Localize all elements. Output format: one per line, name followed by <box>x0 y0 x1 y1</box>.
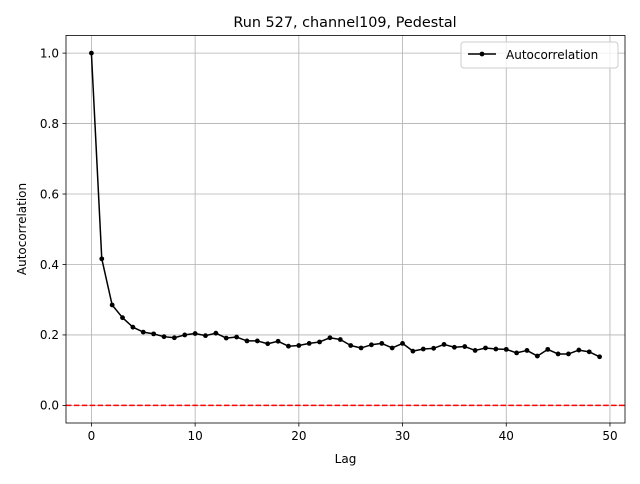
y-tick-label: 0.8 <box>40 117 59 131</box>
data-point <box>171 335 177 341</box>
x-tick-label: 20 <box>291 429 306 443</box>
x-tick-label: 10 <box>187 429 202 443</box>
x-axis-label: Lag <box>335 452 357 466</box>
data-point <box>89 50 94 56</box>
grid-layer <box>66 35 625 423</box>
data-point <box>452 344 457 350</box>
data-point <box>514 350 520 356</box>
data-point <box>275 338 281 344</box>
data-point <box>203 333 208 339</box>
chart-title: Run 527, channel109, Pedestal <box>233 15 456 31</box>
y-tick-label: 1.0 <box>40 46 59 60</box>
x-tick-label: 40 <box>499 429 514 443</box>
data-point <box>524 348 530 353</box>
data-point <box>441 342 447 347</box>
data-point <box>348 343 354 348</box>
data-point <box>597 354 602 360</box>
data-point <box>161 334 167 340</box>
data-point <box>327 335 333 341</box>
data-point <box>420 346 426 352</box>
legend-label: Autocorrelation <box>506 48 598 62</box>
plot-frame <box>65 35 626 424</box>
y-tick-label: 0.6 <box>40 187 59 201</box>
x-tick-label: 30 <box>395 429 410 443</box>
y-tick-label: 0.0 <box>40 399 59 413</box>
data-point <box>286 343 291 349</box>
data-point <box>369 342 374 348</box>
data-point <box>223 335 229 341</box>
data-point <box>99 256 105 262</box>
data-point <box>410 348 416 354</box>
data-point <box>140 329 146 335</box>
data-point <box>192 331 198 336</box>
y-axis-label: Autocorrelation <box>15 183 29 275</box>
data-point <box>534 353 540 359</box>
data-point <box>503 346 509 352</box>
legend-marker-sample <box>479 51 485 57</box>
data-point <box>493 346 499 352</box>
legend: Autocorrelation <box>460 41 619 69</box>
data-point <box>389 345 395 351</box>
data-point <box>213 330 219 336</box>
data-point <box>306 340 312 346</box>
data-point <box>431 345 437 351</box>
data-point <box>472 348 478 353</box>
data-point <box>483 345 488 351</box>
x-tick-label: 50 <box>602 429 617 443</box>
y-tick-label: 0.2 <box>40 328 59 342</box>
data-point <box>566 351 571 357</box>
data-point <box>586 349 592 355</box>
tick-layer: 0 10 20 30 40 50 0.0 0.2 0.4 0.6 0.8 1.0 <box>40 46 618 443</box>
data-point <box>151 331 157 337</box>
data-point <box>400 340 405 346</box>
y-tick-label: 0.4 <box>40 258 59 272</box>
series-layer <box>89 50 602 360</box>
data-point <box>555 351 561 357</box>
x-tick-label: 0 <box>88 429 96 443</box>
data-point <box>265 341 271 347</box>
data-point <box>379 340 385 346</box>
legend-box <box>460 41 619 69</box>
data-point <box>254 338 260 344</box>
data-point <box>120 315 125 321</box>
data-point <box>244 338 250 344</box>
data-point <box>576 347 582 353</box>
data-point <box>296 343 302 348</box>
data-point <box>234 334 240 340</box>
data-point <box>182 332 188 338</box>
data-point <box>130 324 136 330</box>
data-point <box>545 346 551 352</box>
data-point <box>462 344 468 349</box>
data-point <box>358 345 364 351</box>
data-point <box>109 302 115 308</box>
data-point <box>337 337 343 342</box>
data-point <box>317 339 322 345</box>
